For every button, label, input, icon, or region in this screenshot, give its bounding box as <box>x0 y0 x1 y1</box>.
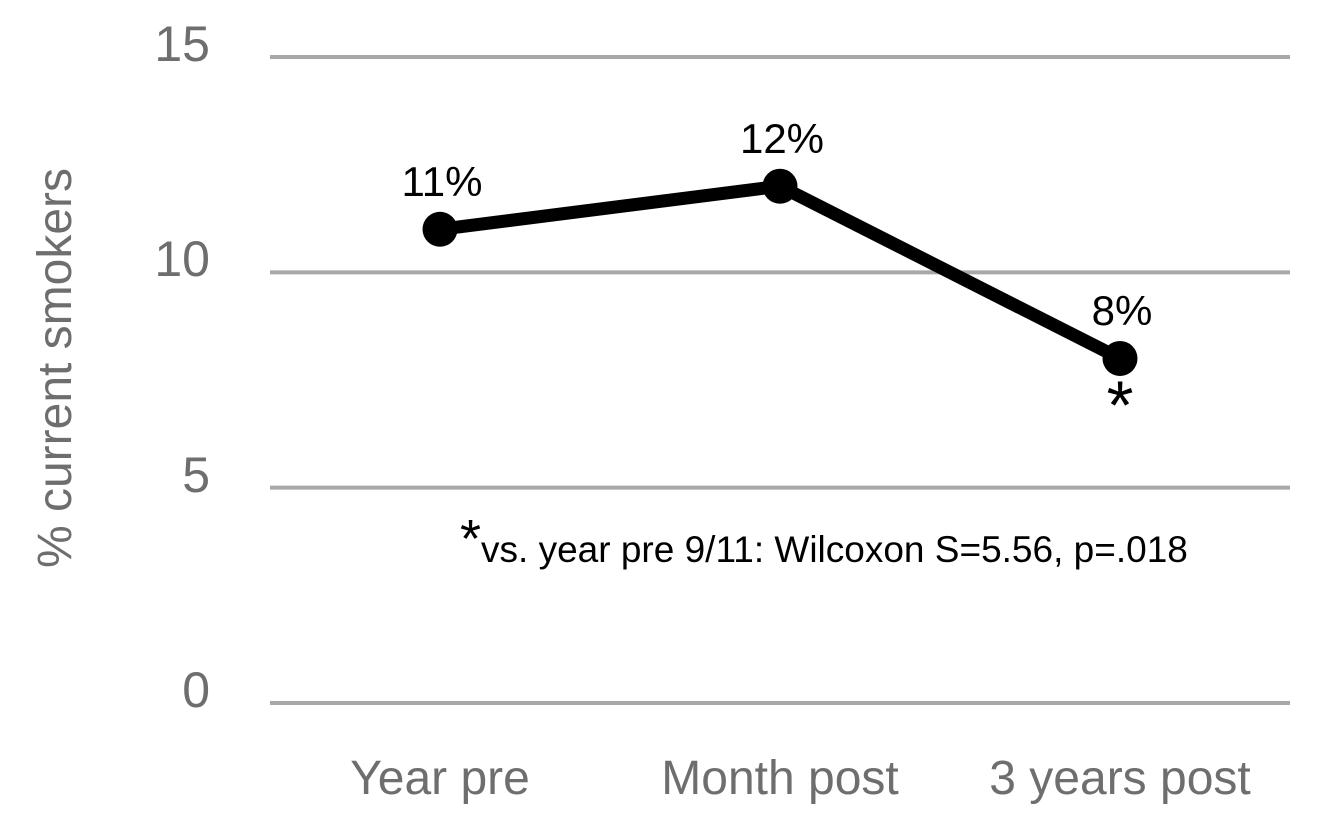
data-point-label: 12% <box>739 115 825 163</box>
significance-asterisk: * <box>1106 367 1134 444</box>
y-tick-label: 5 <box>182 446 210 503</box>
y-tick-label: 0 <box>182 662 210 718</box>
x-category-label: Year pre <box>350 752 530 805</box>
y-tick-label: 10 <box>154 231 210 288</box>
data-point-marker <box>422 211 458 247</box>
data-point-label: 11% <box>401 158 483 206</box>
footnote-asterisk-icon: * <box>460 509 482 569</box>
data-point-marker <box>762 168 798 204</box>
y-tick-label: 15 <box>154 16 210 72</box>
y-axis-title: % current smokers <box>29 167 82 569</box>
data-point-marker <box>1102 340 1138 376</box>
footnote-text: vs. year pre 9/11: Wilcoxon S=5.56, p=.0… <box>481 529 1188 570</box>
x-category-label: Month post <box>661 752 899 805</box>
footnote-annotation: * vs. year pre 9/11: Wilcoxon S=5.56, p=.… <box>460 512 1188 571</box>
x-category-label: 3 years post <box>989 752 1251 805</box>
data-point-label: 8% <box>1091 287 1153 335</box>
